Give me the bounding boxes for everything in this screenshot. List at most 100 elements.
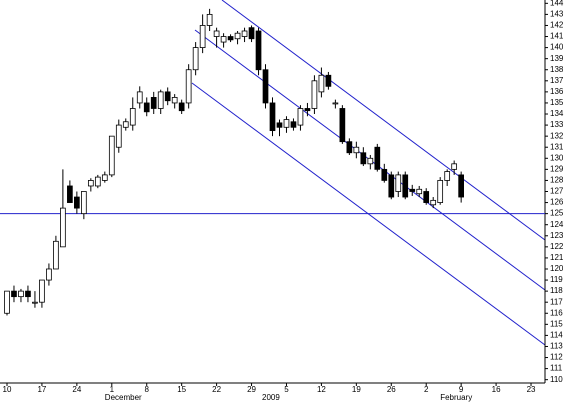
y-tick-label: 118 bbox=[550, 286, 563, 295]
candle-body bbox=[451, 163, 458, 170]
candle-body bbox=[367, 157, 374, 165]
x-tick-label: 8 bbox=[145, 385, 150, 394]
candle-body bbox=[234, 32, 241, 40]
x-tick-label: 15 bbox=[177, 385, 186, 394]
candle-body bbox=[206, 13, 213, 26]
y-tick-label: 117 bbox=[550, 297, 563, 306]
x-tick-label: 10 bbox=[3, 385, 12, 394]
candle-body bbox=[283, 119, 290, 128]
candle-body bbox=[25, 290, 31, 298]
y-tick-label: 122 bbox=[550, 242, 564, 251]
y-tick-label: 130 bbox=[550, 153, 564, 162]
candle-body bbox=[115, 124, 122, 148]
y-tick-label: 113 bbox=[550, 342, 563, 351]
candle-body bbox=[11, 290, 17, 298]
candle-body bbox=[409, 188, 416, 192]
x-tick-label: 2 bbox=[424, 385, 429, 394]
candle-body bbox=[430, 199, 437, 206]
candle-body bbox=[290, 121, 297, 128]
candle-body bbox=[81, 191, 87, 215]
candle-body bbox=[444, 171, 451, 181]
candle-body bbox=[74, 196, 80, 209]
candle-body bbox=[269, 102, 276, 132]
candle-body bbox=[53, 240, 59, 270]
y-tick-label: 129 bbox=[550, 164, 564, 173]
candle-body bbox=[388, 174, 395, 198]
y-tick-label: 120 bbox=[550, 264, 564, 273]
x-tick-label: 29 bbox=[247, 385, 256, 394]
candle-body bbox=[4, 290, 10, 314]
candle-body bbox=[39, 279, 45, 303]
candle-body bbox=[297, 108, 304, 126]
y-tick-label: 126 bbox=[550, 198, 564, 207]
candle-body bbox=[227, 36, 234, 41]
candle-body bbox=[18, 290, 24, 298]
x-tick-label: 16 bbox=[492, 385, 501, 394]
candle-body bbox=[150, 97, 157, 109]
candle-body bbox=[101, 174, 108, 181]
month-label: February bbox=[440, 393, 472, 402]
x-tick-label: 23 bbox=[527, 385, 536, 394]
y-tick-label: 111 bbox=[550, 364, 563, 373]
y-tick-label: 144 bbox=[550, 0, 564, 7]
y-tick-label: 112 bbox=[550, 353, 563, 362]
candle-body bbox=[122, 121, 129, 128]
y-tick-label: 116 bbox=[550, 308, 563, 317]
y-tick-label: 124 bbox=[550, 220, 564, 229]
y-tick-label: 110 bbox=[550, 375, 563, 384]
candle-body bbox=[185, 69, 192, 104]
candle-body bbox=[346, 141, 353, 154]
y-tick-label: 125 bbox=[550, 209, 564, 218]
x-tick-label: 24 bbox=[72, 385, 81, 394]
candle-body bbox=[248, 27, 255, 40]
y-tick-label: 142 bbox=[550, 21, 564, 30]
y-tick-label: 115 bbox=[550, 319, 563, 328]
candle-body bbox=[241, 30, 248, 37]
candle-body bbox=[339, 108, 346, 143]
candle-body bbox=[46, 268, 52, 281]
candle-body bbox=[381, 168, 388, 181]
y-tick-label: 119 bbox=[550, 275, 563, 284]
y-tick-label: 128 bbox=[550, 176, 564, 185]
candle-body bbox=[199, 25, 206, 48]
candle-body bbox=[374, 146, 381, 170]
x-tick-label: 19 bbox=[352, 385, 361, 394]
y-tick-label: 132 bbox=[550, 131, 564, 140]
candle-body bbox=[360, 152, 367, 165]
candle-body bbox=[32, 301, 38, 304]
y-tick-label: 134 bbox=[550, 109, 564, 118]
candle-body bbox=[353, 146, 360, 154]
candle-body bbox=[67, 185, 73, 203]
y-tick-label: 114 bbox=[550, 331, 563, 340]
candle-body bbox=[262, 69, 269, 104]
x-tick-label: 12 bbox=[317, 385, 326, 394]
candle-body bbox=[458, 174, 464, 198]
x-tick-label: 22 bbox=[212, 385, 221, 394]
candle-body bbox=[143, 102, 150, 113]
candle-body bbox=[136, 91, 143, 104]
candle-body bbox=[213, 30, 220, 37]
candle-body bbox=[255, 30, 262, 71]
y-tick-label: 138 bbox=[550, 65, 564, 74]
candle-body bbox=[276, 122, 283, 128]
candle-body bbox=[108, 135, 115, 176]
candle-body bbox=[157, 91, 164, 109]
y-tick-label: 135 bbox=[550, 98, 564, 107]
candle-body bbox=[171, 97, 178, 104]
candle-body bbox=[60, 207, 66, 248]
y-tick-label: 141 bbox=[550, 32, 564, 41]
y-tick-label: 121 bbox=[550, 253, 564, 262]
y-tick-label: 131 bbox=[550, 142, 564, 151]
x-tick-label: 1 bbox=[110, 385, 115, 394]
candle-body bbox=[325, 74, 332, 87]
candle-body bbox=[94, 176, 101, 187]
trend-line bbox=[221, 0, 546, 241]
candle-body bbox=[129, 108, 136, 126]
x-tick-label: 9 bbox=[459, 385, 464, 394]
x-tick-label: 17 bbox=[37, 385, 46, 394]
candle-body bbox=[423, 191, 430, 203]
candle-body bbox=[416, 188, 423, 195]
y-tick-label: 136 bbox=[550, 87, 564, 96]
